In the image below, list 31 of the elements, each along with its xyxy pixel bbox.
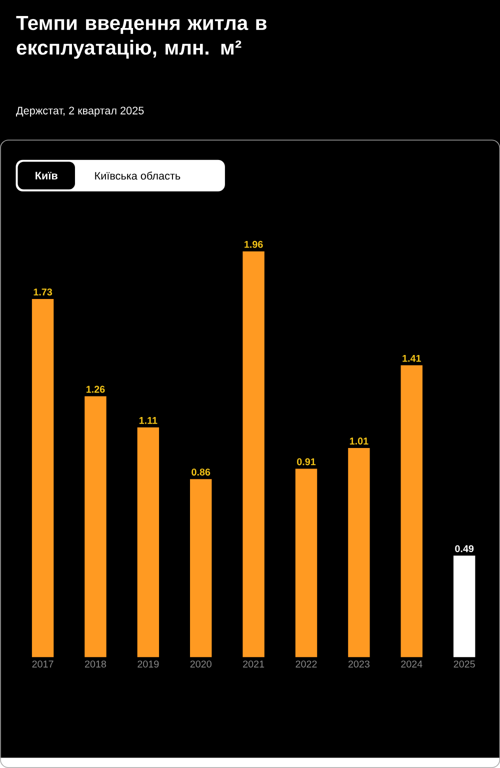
chart-title: Темпи введення житла в експлуатацію, млн. м² (16, 16, 266, 59)
data-label: 1.26 (86, 386, 105, 393)
data-label: 0.49 (455, 545, 474, 552)
bar (32, 298, 54, 658)
data-label: 1.11 (139, 417, 158, 424)
x-tick-label: 2021 (242, 660, 264, 668)
bar (295, 468, 317, 658)
data-label: 0.86 (192, 468, 210, 476)
chart-subtitle: Держстат, 2 квартал 2025 (16, 106, 144, 117)
x-tick-label: 2025 (454, 660, 475, 668)
x-tick-label: 2019 (138, 660, 159, 668)
x-tick-label: 2020 (190, 660, 212, 668)
data-label: 0.91 (296, 458, 316, 466)
bar (400, 365, 422, 658)
bar (242, 251, 264, 658)
bar (137, 427, 159, 658)
data-label: 1.01 (350, 438, 368, 445)
data-label: 1.41 (402, 354, 421, 362)
x-tick-label: 2023 (348, 660, 370, 668)
data-label: 1.73 (34, 288, 52, 296)
text: Київ (35, 172, 58, 180)
text: Київська область (95, 172, 180, 180)
bar (453, 556, 476, 658)
bar (348, 448, 370, 658)
x-tick-label: 2018 (84, 660, 106, 668)
bar (190, 479, 212, 658)
x-tick-label: 2022 (296, 660, 317, 668)
x-tick-label: 2024 (401, 660, 422, 668)
data-label: 1.96 (244, 240, 263, 248)
x-tick-label: 2017 (32, 660, 54, 668)
bar (84, 396, 106, 658)
